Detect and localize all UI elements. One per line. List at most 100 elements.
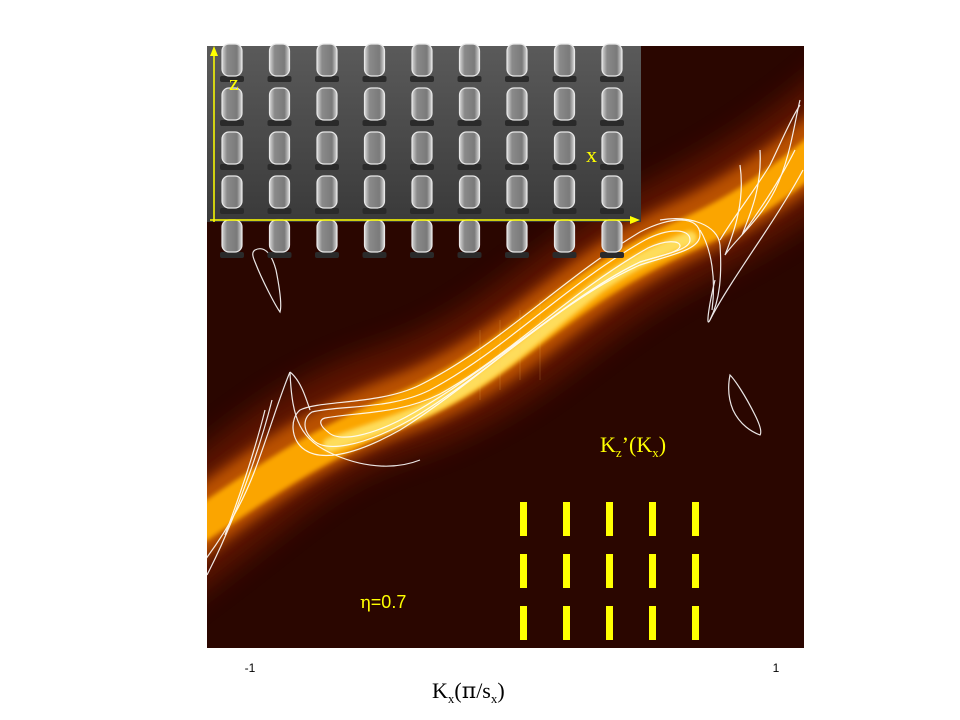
pillar-shadow [457,76,482,82]
marker-bar [606,502,613,536]
eta-label: η=0.7 [360,592,406,613]
sem-pillar [506,175,528,209]
curve-label: Kz’(Kx) [600,432,666,460]
sem-pillar [601,87,623,121]
sem-pillars [220,43,624,258]
pillar-shadow [457,164,482,170]
marker-bar [692,502,699,536]
marker-bar [692,606,699,640]
pillar-shadow [315,164,339,170]
sem-pillar [363,87,386,121]
pillar-shadow [552,120,577,126]
pillar-shadow [600,76,624,82]
sem-pillar [268,219,291,253]
sem-pillar [316,219,338,253]
pillar-shadow [220,120,244,126]
pillar-shadow [220,252,244,258]
sem-pillar [601,131,623,165]
sem-pillar [221,175,243,209]
pillar-shadow [315,252,339,258]
pillar-shadow [315,76,339,82]
sem-pillar [268,131,291,165]
marker-bar [649,606,656,640]
contour-lines [207,99,804,576]
pillar-shadow [410,164,434,170]
sem-pillar [316,131,338,165]
marker-bar [649,502,656,536]
sem-pillar [316,43,338,77]
sem-pillar [363,43,386,77]
pillar-shadow [457,252,482,258]
pillar-shadow [362,252,387,258]
sem-pillar [363,175,386,209]
pillar-shadow [505,164,529,170]
sem-pillar [458,131,481,165]
sem-pillar [411,175,433,209]
x-axis-label: Kx(π/sx) [432,678,505,706]
sem-pillar [268,43,291,77]
sem-pillar [363,131,386,165]
pillar-shadow [315,208,339,214]
pillar-shadow [600,208,624,214]
marker-bar [563,554,570,588]
pillar-shadow [267,76,292,82]
pillar-shadow [600,164,624,170]
pillar-shadow [220,164,244,170]
marker-bar [606,606,613,640]
sem-pillar [506,131,528,165]
pillar-shadow [552,252,577,258]
pillar-shadow [552,208,577,214]
pillar-shadow [505,252,529,258]
sem-pillar [316,87,338,121]
pillar-shadow [457,208,482,214]
sem-pillar [221,43,243,77]
pillar-shadow [505,120,529,126]
pillar-shadow [410,76,434,82]
sem-pillar [458,175,481,209]
sem-pillar [553,175,576,209]
marker-bar [692,554,699,588]
sem-pillar [316,175,338,209]
sem-pillar [458,43,481,77]
marker-bar [606,554,613,588]
sem-pillar [411,219,433,253]
x-tick-label-max: 1 [773,661,780,675]
sem-pillar [553,43,576,77]
sem-pillar [268,175,291,209]
pillar-shadow [457,120,482,126]
sem-pillar [458,219,481,253]
marker-bar [563,606,570,640]
heatmap-band [207,85,804,587]
pillar-shadow [600,120,624,126]
sem-pillar [506,87,528,121]
sem-pillar [458,87,481,121]
pillar-shadow [552,164,577,170]
sem-pillar [601,219,623,253]
sem-pillar [221,219,243,253]
pillar-shadow [362,208,387,214]
pillar-shadow [267,252,292,258]
sem-inset: z x [207,43,641,258]
pillar-shadow [505,76,529,82]
pillar-shadow [267,208,292,214]
pillar-shadow [315,120,339,126]
sem-pillar [601,43,623,77]
pillar-shadow [267,164,292,170]
pillar-shadow [362,76,387,82]
inset-z-arrow-icon [210,46,218,56]
pillar-shadow [410,208,434,214]
pillar-shadow [362,120,387,126]
sem-pillar [411,43,433,77]
sem-pillar [553,131,576,165]
sem-pillar [268,87,291,121]
pillar-shadow [505,208,529,214]
sem-pillar [221,131,243,165]
marker-bar [520,502,527,536]
sem-pillar [506,43,528,77]
sem-pillar [363,219,386,253]
marker-bar [563,502,570,536]
x-tick-label-min: -1 [245,661,256,675]
sem-pillar [411,87,433,121]
inset-x-arrow-icon [630,216,640,224]
